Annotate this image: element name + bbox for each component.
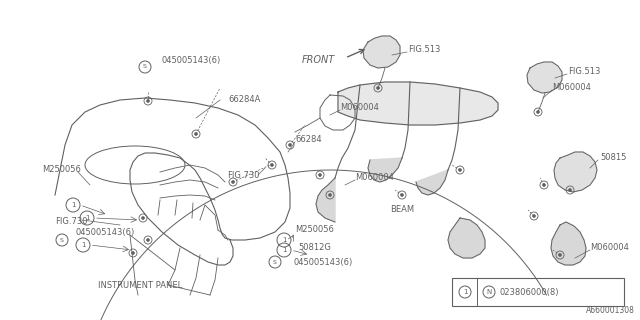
Text: 1: 1	[282, 247, 286, 253]
Bar	[452, 278, 624, 306]
Text: N: N	[486, 289, 492, 295]
Circle shape	[568, 188, 572, 191]
Circle shape	[289, 143, 291, 147]
Circle shape	[271, 164, 273, 166]
Polygon shape	[448, 218, 485, 258]
Circle shape	[328, 194, 332, 196]
Text: M250056: M250056	[42, 165, 81, 174]
Polygon shape	[527, 62, 562, 93]
Text: 50812G: 50812G	[298, 244, 331, 252]
Text: A660001308: A660001308	[586, 306, 635, 315]
Text: M060004: M060004	[340, 103, 379, 113]
Polygon shape	[316, 178, 335, 222]
Text: 1: 1	[81, 242, 85, 248]
Text: 1: 1	[282, 237, 286, 243]
Circle shape	[559, 253, 561, 257]
Circle shape	[319, 173, 321, 177]
Text: 045005143(6): 045005143(6)	[293, 258, 352, 267]
Text: FRONT: FRONT	[302, 55, 335, 65]
Circle shape	[195, 132, 198, 135]
Text: S: S	[60, 237, 64, 243]
Text: S: S	[273, 260, 277, 265]
Text: 045005143(6): 045005143(6)	[162, 55, 221, 65]
Text: INSTRUMENT PANEL: INSTRUMENT PANEL	[98, 281, 182, 290]
Text: 1: 1	[463, 289, 467, 295]
Text: FIG.513: FIG.513	[568, 68, 600, 76]
Text: BEAM: BEAM	[390, 205, 414, 214]
Polygon shape	[368, 158, 402, 182]
Polygon shape	[554, 152, 597, 192]
Circle shape	[141, 217, 145, 220]
Text: FIG.513: FIG.513	[408, 45, 440, 54]
Text: 1: 1	[71, 202, 76, 208]
Text: 1: 1	[84, 215, 89, 221]
Text: M060004: M060004	[355, 173, 394, 182]
Circle shape	[543, 183, 545, 187]
Circle shape	[232, 180, 234, 183]
Circle shape	[536, 110, 540, 114]
Text: 045005143(6): 045005143(6)	[75, 228, 134, 236]
Polygon shape	[363, 36, 400, 68]
Text: 50815: 50815	[600, 154, 627, 163]
Circle shape	[131, 252, 134, 254]
Circle shape	[147, 238, 150, 242]
Circle shape	[401, 194, 403, 196]
Text: S: S	[143, 65, 147, 69]
Polygon shape	[551, 222, 586, 265]
Text: FIG.730: FIG.730	[227, 171, 260, 180]
Text: 023806000(8): 023806000(8)	[499, 287, 559, 297]
Text: FIG.730: FIG.730	[55, 218, 88, 227]
Text: M060004: M060004	[552, 84, 591, 92]
Text: 66284A: 66284A	[228, 95, 260, 105]
Text: M060004: M060004	[590, 244, 629, 252]
Circle shape	[532, 214, 536, 218]
Text: 66284: 66284	[295, 135, 322, 145]
Polygon shape	[338, 82, 498, 125]
Text: M250056: M250056	[295, 226, 334, 235]
Circle shape	[458, 169, 461, 172]
Circle shape	[376, 86, 380, 90]
Circle shape	[147, 100, 150, 102]
Polygon shape	[416, 170, 448, 195]
